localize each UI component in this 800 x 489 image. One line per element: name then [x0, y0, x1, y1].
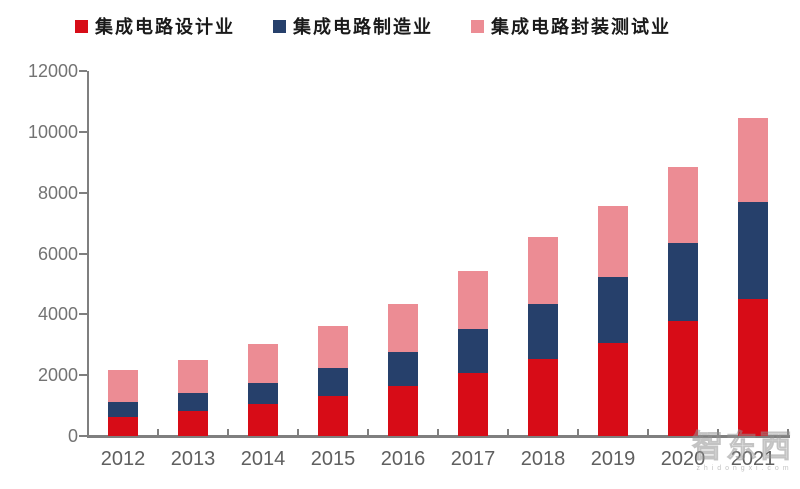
- y-axis-tick-label: 4000: [37, 304, 78, 325]
- x-axis-tick: [787, 429, 789, 436]
- y-axis-tick: [79, 435, 87, 437]
- x-axis-tick-label: 2020: [660, 448, 706, 470]
- y-axis-tick: [79, 313, 87, 316]
- bar-2012: [88, 370, 158, 436]
- chart-legend: 集成电路设计业 集成电路制造业 集成电路封装测试业: [75, 13, 671, 39]
- x-axis-tick-label: 2015: [310, 448, 356, 470]
- bar-segment: [458, 271, 488, 329]
- y-axis-tick-label: 0: [67, 426, 78, 446]
- x-axis-tick-label: 2021: [730, 448, 776, 470]
- bar-segment: [458, 372, 488, 436]
- legend-label: 集成电路制造业: [293, 17, 433, 37]
- bar-segment: [528, 304, 558, 360]
- bar-segment: [248, 404, 278, 436]
- bar-segment: [388, 351, 418, 386]
- y-axis-tick-label: 8000: [37, 182, 78, 203]
- legend-label: 集成电路设计业: [95, 17, 235, 37]
- y-axis-tick-label: 6000: [37, 243, 78, 264]
- y-axis-tick: [79, 191, 87, 194]
- legend-swatch-icon: [75, 19, 88, 33]
- x-axis-tick-label: 2017: [450, 448, 496, 470]
- x-axis-tick-label: 2014: [240, 448, 286, 470]
- legend-swatch-icon: [273, 19, 286, 33]
- bar-segment: [108, 417, 138, 436]
- x-axis-tick: [157, 429, 159, 436]
- bar-2015: [298, 326, 368, 436]
- bar-segment: [178, 359, 208, 394]
- x-axis-tick: [227, 429, 229, 436]
- y-axis-tick-label: 2000: [37, 365, 78, 386]
- bar-segment: [458, 328, 488, 373]
- x-axis-tick-label: 2013: [170, 448, 216, 470]
- bar-segment: [668, 166, 698, 244]
- legend-item: 集成电路封装测试业: [471, 13, 671, 39]
- x-axis-tick: [717, 429, 719, 436]
- x-axis-tick-label: 2012: [100, 448, 146, 470]
- x-axis-tick-label: 2016: [380, 448, 426, 470]
- bar-segment: [108, 401, 138, 418]
- x-axis-tick: [297, 429, 299, 436]
- bar-2020: [648, 166, 718, 436]
- y-axis-tick: [79, 252, 87, 255]
- legend-item: 集成电路制造业: [273, 13, 433, 39]
- x-axis-tick-label: 2018: [520, 448, 566, 470]
- bar-segment: [388, 386, 418, 436]
- bar-segment: [248, 382, 278, 405]
- bar-2013: [158, 359, 228, 436]
- bar-2018: [508, 237, 578, 436]
- y-axis-tick-label: 10000: [27, 121, 78, 142]
- bar-2014: [228, 344, 298, 436]
- bar-segment: [178, 411, 208, 436]
- bar-2019: [578, 205, 648, 436]
- bar-segment: [388, 304, 418, 352]
- x-axis-tick: [577, 429, 579, 436]
- bar-2021: [718, 117, 788, 436]
- legend-swatch-icon: [471, 19, 484, 33]
- bar-segment: [108, 370, 138, 402]
- x-axis-tick: [437, 429, 439, 436]
- bar-segment: [738, 117, 768, 202]
- y-axis-tick-label: 12000: [27, 61, 78, 81]
- y-axis-line: [87, 71, 89, 438]
- legend-item: 集成电路设计业: [75, 13, 235, 39]
- bar-2016: [368, 304, 438, 436]
- bar-segment: [598, 205, 628, 278]
- bar-segment: [178, 393, 208, 412]
- bar-segment: [668, 243, 698, 322]
- bar-segment: [248, 344, 278, 383]
- x-axis-tick: [507, 429, 509, 436]
- bar-segment: [318, 395, 348, 436]
- y-axis-tick: [79, 70, 87, 72]
- x-axis-tick-label: 2019: [590, 448, 636, 470]
- legend-label: 集成电路封装测试业: [491, 17, 671, 37]
- bar-segment: [668, 321, 698, 436]
- bar-segment: [738, 201, 768, 299]
- bar-segment: [738, 298, 768, 436]
- bar-segment: [598, 277, 628, 343]
- bar-segment: [318, 368, 348, 396]
- bar-segment: [318, 326, 348, 369]
- x-axis-tick: [647, 429, 649, 436]
- plot-area: [88, 71, 789, 436]
- y-axis-tick: [79, 374, 87, 377]
- bar-segment: [528, 237, 558, 305]
- bar-segment: [528, 359, 558, 436]
- y-axis-tick: [79, 130, 87, 133]
- x-axis-line: [87, 435, 790, 438]
- x-axis-tick: [367, 429, 369, 436]
- bar-2017: [438, 271, 508, 436]
- bar-segment: [598, 342, 628, 436]
